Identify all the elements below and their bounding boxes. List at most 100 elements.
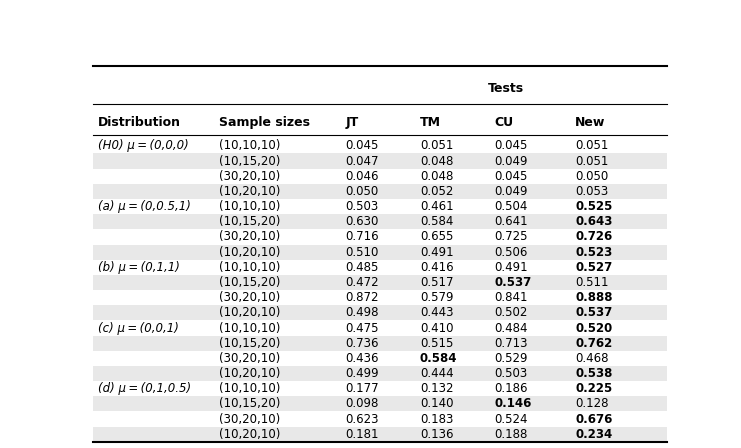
Text: (10,15,20): (10,15,20) (219, 337, 280, 350)
Text: 0.053: 0.053 (575, 185, 608, 198)
Text: 0.186: 0.186 (494, 382, 528, 395)
Text: 0.716: 0.716 (345, 230, 379, 243)
Text: Distribution: Distribution (99, 116, 182, 129)
Bar (93, 426, 667, 442)
Text: (10,15,20): (10,15,20) (219, 276, 280, 289)
Text: 0.504: 0.504 (494, 200, 528, 213)
Text: JT: JT (345, 116, 359, 129)
Text: 0.524: 0.524 (494, 413, 528, 426)
Text: (10,10,10): (10,10,10) (219, 261, 280, 274)
Text: 0.676: 0.676 (575, 413, 612, 426)
Text: 0.491: 0.491 (420, 246, 453, 258)
Text: 0.726: 0.726 (575, 230, 612, 243)
Text: (10,10,10): (10,10,10) (219, 200, 280, 213)
Text: Sample sizes: Sample sizes (219, 116, 310, 129)
Text: (10,15,20): (10,15,20) (219, 155, 280, 168)
Bar (93, 184, 667, 199)
Text: (10,10,10): (10,10,10) (219, 382, 280, 395)
Text: 0.047: 0.047 (345, 155, 379, 168)
Text: 0.049: 0.049 (494, 155, 528, 168)
Text: 0.048: 0.048 (420, 170, 453, 183)
Text: (10,15,20): (10,15,20) (219, 397, 280, 410)
Text: (10,20,10): (10,20,10) (219, 306, 280, 319)
Text: 0.502: 0.502 (494, 306, 528, 319)
Text: (30,20,10): (30,20,10) (219, 230, 280, 243)
Text: 0.048: 0.048 (420, 155, 453, 168)
Text: 0.132: 0.132 (420, 382, 453, 395)
Text: (b) μ = (0,1,1): (b) μ = (0,1,1) (99, 261, 180, 274)
Text: 0.511: 0.511 (575, 276, 608, 289)
Text: 0.183: 0.183 (420, 413, 453, 426)
Text: 0.050: 0.050 (345, 185, 379, 198)
Text: 0.736: 0.736 (345, 337, 379, 350)
Text: TM: TM (420, 116, 441, 129)
Text: 0.523: 0.523 (575, 246, 612, 258)
Text: 0.888: 0.888 (575, 291, 613, 304)
Text: 0.146: 0.146 (494, 397, 532, 410)
Text: 0.410: 0.410 (420, 322, 453, 335)
Text: 0.050: 0.050 (575, 170, 608, 183)
Text: 0.177: 0.177 (345, 382, 379, 395)
Text: 0.225: 0.225 (575, 382, 612, 395)
Text: 0.525: 0.525 (575, 200, 612, 213)
Text: 0.444: 0.444 (420, 367, 453, 380)
Bar (93, 366, 667, 381)
Bar (93, 336, 667, 351)
Text: 0.436: 0.436 (345, 352, 379, 365)
Text: 0.046: 0.046 (345, 170, 379, 183)
Text: 0.485: 0.485 (345, 261, 379, 274)
Text: 0.713: 0.713 (494, 337, 528, 350)
Text: 0.537: 0.537 (494, 276, 532, 289)
Text: 0.443: 0.443 (420, 306, 453, 319)
Text: 0.527: 0.527 (575, 261, 612, 274)
Text: 0.537: 0.537 (575, 306, 612, 319)
Text: 0.510: 0.510 (345, 246, 379, 258)
Bar (93, 168, 667, 184)
Text: (10,10,10): (10,10,10) (219, 322, 280, 335)
Text: 0.630: 0.630 (345, 215, 379, 228)
Text: 0.484: 0.484 (494, 322, 528, 335)
Bar (93, 305, 667, 320)
Bar (93, 214, 667, 229)
Text: (10,15,20): (10,15,20) (219, 215, 280, 228)
Text: 0.475: 0.475 (345, 322, 379, 335)
Text: (30,20,10): (30,20,10) (219, 413, 280, 426)
Text: Tests: Tests (488, 82, 524, 95)
Bar (93, 275, 667, 290)
Text: (c) μ = (0,0,1): (c) μ = (0,0,1) (99, 322, 179, 335)
Bar (93, 260, 667, 275)
Text: 0.520: 0.520 (575, 322, 612, 335)
Text: 0.506: 0.506 (494, 246, 528, 258)
Text: 0.503: 0.503 (494, 367, 528, 380)
Bar (93, 411, 667, 426)
Text: 0.051: 0.051 (420, 139, 453, 152)
Text: (10,10,10): (10,10,10) (219, 139, 280, 152)
Text: (H0) μ = (0,0,0): (H0) μ = (0,0,0) (99, 139, 189, 152)
Text: 0.538: 0.538 (575, 367, 612, 380)
Bar (93, 320, 667, 336)
Text: 0.841: 0.841 (494, 291, 528, 304)
Bar (93, 229, 667, 245)
Bar (93, 381, 667, 396)
Text: New: New (575, 116, 605, 129)
Text: 0.461: 0.461 (420, 200, 453, 213)
Text: 0.499: 0.499 (345, 367, 379, 380)
Bar (93, 138, 667, 154)
Text: (10,20,10): (10,20,10) (219, 246, 280, 258)
Text: 0.045: 0.045 (345, 139, 379, 152)
Text: CU: CU (494, 116, 514, 129)
Text: (30,20,10): (30,20,10) (219, 291, 280, 304)
Text: 0.045: 0.045 (494, 139, 528, 152)
Text: (10,20,10): (10,20,10) (219, 428, 280, 441)
Text: 0.762: 0.762 (575, 337, 612, 350)
Text: 0.579: 0.579 (420, 291, 453, 304)
Text: 0.725: 0.725 (494, 230, 528, 243)
Text: 0.643: 0.643 (575, 215, 612, 228)
Text: 0.045: 0.045 (494, 170, 528, 183)
Text: (10,20,10): (10,20,10) (219, 185, 280, 198)
Text: 0.517: 0.517 (420, 276, 453, 289)
Text: 0.416: 0.416 (420, 261, 453, 274)
Text: 0.498: 0.498 (345, 306, 379, 319)
Bar (93, 351, 667, 366)
Text: 0.181: 0.181 (345, 428, 379, 441)
